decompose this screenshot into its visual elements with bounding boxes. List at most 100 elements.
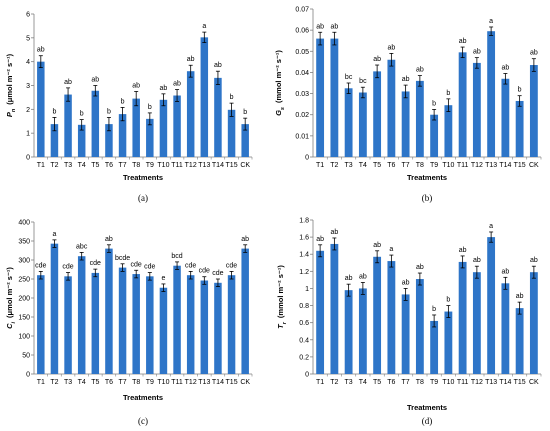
significance-letter-CK: b — [243, 109, 247, 116]
significance-letter-T9: b — [432, 100, 436, 107]
bar-CK — [241, 124, 249, 157]
significance-letter-T10: b — [446, 90, 450, 97]
bar-T5 — [91, 272, 100, 374]
x-tick-label-T12: T12 — [185, 162, 197, 169]
x-tick-label-T5: T5 — [373, 379, 381, 386]
y-tick-label: 0.2 — [299, 354, 309, 361]
significance-letter-T5: ab — [373, 56, 381, 63]
x-tick-label-T3: T3 — [345, 379, 353, 386]
significance-letter-T12: ab — [473, 49, 481, 56]
x-tick-label-T10: T10 — [442, 162, 454, 169]
y-tick-label: 1 — [305, 286, 309, 293]
bar-T15 — [515, 100, 524, 157]
y-tick-label: 2 — [26, 107, 30, 114]
x-tick-label-T13: T13 — [198, 379, 210, 386]
x-tick-label-T14: T14 — [212, 379, 224, 386]
significance-letter-T7: ab — [402, 76, 410, 83]
panel-label: (c) — [138, 416, 148, 426]
x-tick-label-T13: T13 — [485, 379, 497, 386]
significance-letter-T3: ab — [345, 275, 353, 282]
x-tick-label-T2: T2 — [50, 379, 58, 386]
significance-letter-T14: ab — [501, 64, 509, 71]
y-tick-label: 200 — [18, 296, 30, 303]
x-tick-label-T1: T1 — [316, 162, 324, 169]
chart-panel-4: 00.20.40.60.811.21.41.61.8abT1abT2abT3ab… — [276, 218, 542, 426]
bar-T5 — [373, 256, 382, 374]
x-tick-label-T11: T11 — [171, 379, 183, 386]
x-tick-label-T11: T11 — [457, 162, 469, 169]
x-tick-label-T8: T8 — [132, 162, 140, 169]
significance-letter-T7: ab — [402, 279, 410, 286]
significance-letter-T7: b — [121, 98, 125, 105]
x-tick-label-T4: T4 — [78, 379, 86, 386]
bar-T13 — [200, 37, 209, 157]
significance-letter-T6: ab — [105, 236, 113, 243]
bar-T7 — [401, 91, 410, 157]
bar-T4 — [358, 92, 367, 157]
x-tick-label-T4: T4 — [359, 379, 367, 386]
y-tick-label: 1.6 — [299, 235, 309, 242]
bar-T8 — [415, 279, 424, 374]
y-tick-label: 300 — [18, 258, 30, 265]
x-tick-label-T5: T5 — [91, 162, 99, 169]
y-axis-title: Gs(mmol m⁻² s⁻¹) — [274, 50, 286, 116]
significance-letter-T2: ab — [330, 229, 338, 236]
y-tick-label: 0.06 — [295, 28, 309, 35]
y-tick-label: 150 — [18, 315, 30, 322]
x-tick-label-T10: T10 — [442, 379, 454, 386]
bar-T13 — [200, 280, 209, 374]
x-tick-label-T10: T10 — [157, 379, 169, 386]
y-tick-label: 0.6 — [299, 320, 309, 327]
significance-letter-T11: ab — [459, 38, 467, 45]
bar-T4 — [77, 256, 86, 374]
bar-T7 — [401, 294, 410, 374]
significance-letter-T8: cde — [131, 261, 142, 268]
y-tick-label: 0 — [26, 372, 30, 379]
bar-T7 — [118, 267, 127, 374]
x-tick-label-T3: T3 — [64, 379, 72, 386]
x-tick-label-T6: T6 — [105, 162, 113, 169]
y-axis-title: Pn(μmol m⁻² s⁻¹) — [5, 53, 17, 117]
bar-T3 — [64, 94, 72, 157]
significance-letter-T5: ab — [373, 242, 381, 249]
significance-letter-T15: b — [230, 94, 234, 101]
x-tick-label-T6: T6 — [387, 379, 395, 386]
y-tick-label: 50 — [22, 353, 30, 360]
x-tick-label-T9: T9 — [430, 379, 438, 386]
x-tick-label-T4: T4 — [78, 162, 86, 169]
significance-letter-T3: ab — [64, 79, 72, 86]
significance-letter-T13: a — [202, 23, 206, 30]
significance-letter-T14: ab — [214, 62, 222, 69]
x-tick-label-T15: T15 — [514, 379, 526, 386]
y-tick-label: 1.8 — [299, 218, 309, 225]
significance-letter-T4: abc — [76, 243, 88, 250]
bar-CK — [529, 65, 538, 157]
y-tick-label: 5 — [26, 35, 30, 42]
x-tick-label-T1: T1 — [37, 162, 45, 169]
significance-letter-T4: b — [80, 111, 84, 118]
significance-letter-T3: bc — [345, 74, 353, 81]
bar-T6 — [105, 124, 113, 157]
x-tick-label-T9: T9 — [146, 379, 154, 386]
x-tick-label-T8: T8 — [416, 379, 424, 386]
bar-CK — [241, 248, 249, 374]
significance-letter-T15: b — [518, 87, 522, 94]
bar-T6 — [105, 248, 113, 374]
x-tick-label-T14: T14 — [499, 379, 511, 386]
significance-letter-T11: ab — [459, 247, 467, 254]
y-tick-label: 0.01 — [295, 133, 309, 140]
significance-letter-T11: ab — [173, 81, 181, 88]
x-tick-label-T5: T5 — [91, 379, 99, 386]
x-tick-label-T12: T12 — [471, 379, 483, 386]
bar-T11 — [458, 261, 467, 374]
bar-T1 — [316, 250, 325, 374]
bar-T14 — [501, 283, 510, 374]
x-tick-label-T7: T7 — [118, 162, 126, 169]
bar-T5 — [373, 71, 382, 157]
x-tick-label-CK: CK — [529, 162, 539, 169]
x-tick-label-T4: T4 — [359, 162, 367, 169]
x-tick-label-T3: T3 — [345, 162, 353, 169]
significance-letter-T9: b — [148, 104, 152, 111]
x-tick-label-T15: T15 — [226, 379, 238, 386]
